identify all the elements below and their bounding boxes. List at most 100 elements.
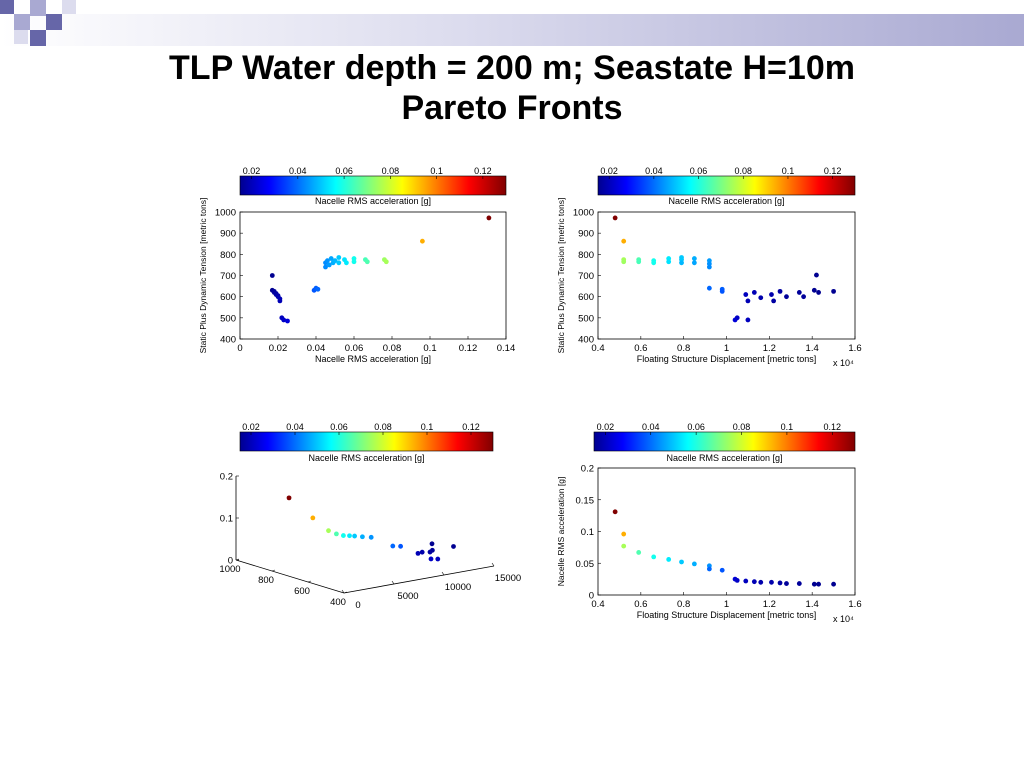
data-point: [310, 515, 316, 521]
colorbar-tick-label: 0.12: [474, 166, 492, 176]
data-point: [796, 290, 802, 295]
x-tick-label: 1.6: [848, 599, 861, 610]
y-axis-label: Static Plus Dynamic Tension [metric tons…: [556, 198, 566, 354]
x-tick-label: 1.2: [763, 599, 776, 610]
y-tick-label: 5000: [397, 591, 418, 602]
data-point: [751, 579, 757, 585]
y-tick-label: 800: [220, 250, 236, 261]
data-point: [651, 260, 657, 266]
y-tick-label: 0.1: [581, 527, 594, 538]
data-point: [769, 292, 774, 297]
y-tick-label: 700: [220, 271, 236, 282]
y-tick-label: 500: [220, 313, 236, 324]
data-point: [706, 264, 712, 270]
data-point: [651, 554, 657, 560]
x-tick-label: 1.4: [806, 343, 819, 354]
x-tick-label: 0.4: [591, 599, 604, 610]
y-axis-label: Static Plus Dynamic Tension [metric tons…: [198, 198, 208, 354]
scatter-panel: 0.4 0.6 0.8 1 1.2 1.4 1.6 400 500 600 700 800 900 100…: [556, 198, 862, 368]
accent-square: [14, 30, 28, 44]
x-tick-label: 0.04: [307, 343, 326, 354]
x-tick-label: 0.6: [634, 343, 647, 354]
x-tick-label: 0.8: [677, 343, 690, 354]
title-line-1: TLP Water depth = 200 m; Seastate H=10m: [169, 49, 855, 87]
colorbar-gradient: [593, 431, 856, 452]
y-tick: [391, 580, 395, 585]
data-point: [691, 561, 697, 567]
y-tick-label: 0.2: [581, 464, 594, 475]
data-point: [734, 315, 740, 321]
data-point: [336, 260, 342, 266]
data-point: [269, 273, 275, 278]
plot-area: [597, 467, 856, 596]
y-tick: [491, 562, 495, 567]
data-point: [636, 259, 642, 265]
data-point: [621, 259, 627, 265]
y-tick-label: 1000: [215, 208, 236, 219]
x-tick-label: 0.4: [591, 343, 604, 354]
data-point: [277, 298, 283, 304]
data-point: [831, 581, 836, 587]
x-tick-label: 600: [294, 586, 310, 597]
axis-y-line: [343, 565, 495, 594]
data-point: [769, 579, 774, 585]
data-point: [429, 541, 435, 547]
data-point: [621, 531, 627, 537]
data-point: [621, 238, 627, 244]
data-point: [451, 544, 456, 549]
colorbar-tick-label: 0.08: [734, 166, 752, 176]
colorbar-tick-label: 0.12: [824, 422, 842, 432]
data-point: [814, 272, 819, 278]
y-axis-label: Nacelle RMS acceleration [g]: [556, 477, 566, 587]
colorbar-tick-label: 0.12: [462, 422, 480, 432]
y-tick-label: 0.15: [576, 495, 595, 506]
scatter-panel: 0 0.02 0.04 0.06 0.08 0.1 0.12 0.14 400 500 600 700…: [198, 198, 515, 364]
colorbar-tick-label: 0.1: [781, 422, 794, 432]
data-point: [323, 264, 328, 270]
data-point: [430, 547, 435, 553]
data-point: [352, 533, 357, 539]
data-point: [390, 543, 396, 549]
x-tick-label: 400: [330, 597, 346, 608]
y-tick-label: 0.05: [576, 559, 595, 570]
colorbar: 0.02 0.04 0.06 0.08 0.1 0.12 Nacelle RMS accel…: [239, 422, 494, 463]
data-point: [383, 259, 389, 265]
colorbar-tick-label: 0.04: [645, 166, 663, 176]
data-point: [336, 255, 342, 260]
data-point: [315, 286, 321, 292]
data-point: [816, 581, 821, 587]
data-point: [612, 215, 618, 221]
scatter-panel: 0.4 0.6 0.8 1 1.2 1.4 1.6 0 0.05 0.1 0.15 0.2 Floati…: [556, 464, 862, 625]
plot-area: [597, 211, 856, 340]
x-exponent-label: x 10⁴: [833, 358, 854, 368]
slide-title: TLP Water depth = 200 m; Seastate H=10m …: [0, 48, 1024, 128]
data-point: [745, 298, 751, 304]
data-point: [743, 578, 749, 584]
x-tick-label: 0: [237, 343, 242, 354]
y-tick: [341, 589, 345, 594]
header-band: [0, 14, 1024, 46]
data-point: [347, 533, 352, 539]
x-tick-label: 0.1: [423, 343, 436, 354]
plot-area: [239, 211, 507, 340]
data-point: [666, 557, 672, 562]
colorbar-tick-label: 0.04: [642, 422, 660, 432]
data-point: [285, 318, 290, 324]
colorbar-gradient: [239, 175, 507, 196]
data-point: [811, 581, 817, 587]
y-tick: [441, 571, 445, 576]
x-axis-label: Nacelle RMS acceleration [g]: [315, 354, 431, 364]
colorbar-tick-label: 0.06: [335, 166, 353, 176]
y-tick-label: 900: [578, 229, 594, 240]
z-tick-label: 0.1: [220, 514, 233, 525]
colorbar-tick-label: 0.1: [421, 422, 434, 432]
colorbar-label: Nacelle RMS acceleration [g]: [666, 453, 782, 463]
colorbar-label: Nacelle RMS acceleration [g]: [668, 196, 784, 206]
y-tick-label: 500: [578, 313, 594, 324]
data-point: [691, 260, 697, 266]
data-point: [816, 290, 821, 295]
data-point: [758, 295, 764, 301]
axis-x-line: [235, 559, 345, 594]
colorbar: 0.02 0.04 0.06 0.08 0.1 0.12 Nacelle RMS accel…: [239, 166, 507, 206]
